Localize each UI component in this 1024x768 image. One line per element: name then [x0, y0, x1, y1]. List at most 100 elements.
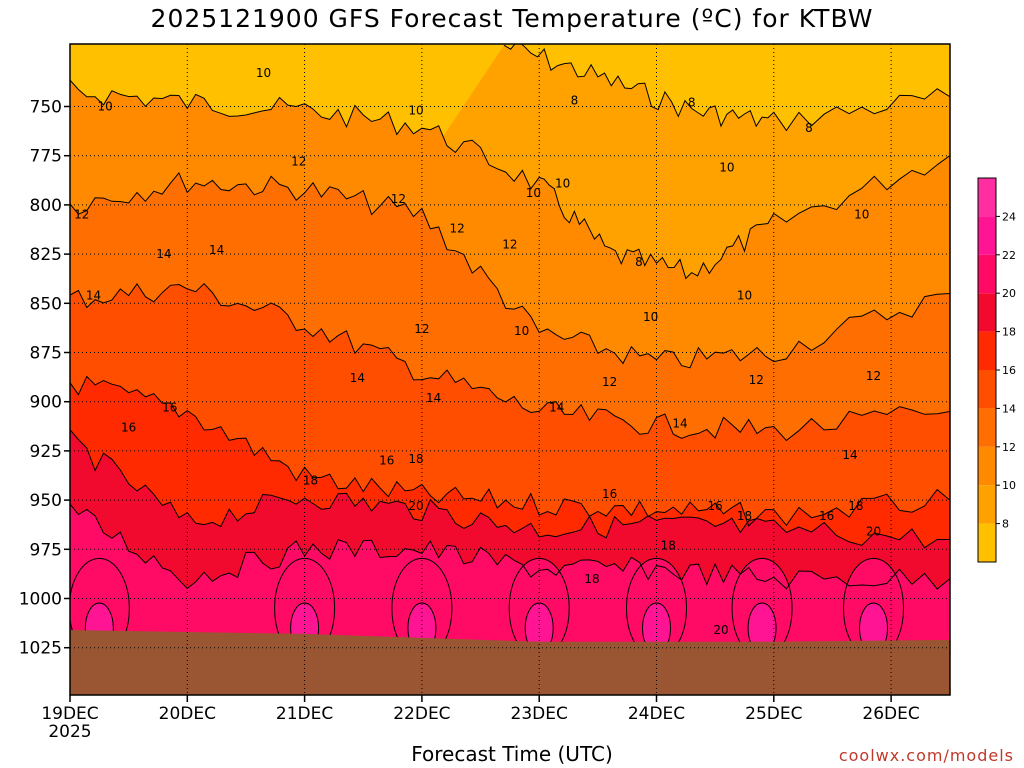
contour-label: 20: [866, 525, 881, 539]
plot-frame: [69, 43, 951, 696]
contour-label: 8: [805, 121, 813, 135]
contour-label: 18: [737, 509, 752, 523]
contour-16: [70, 375, 950, 527]
colorbar-swatch: [978, 331, 996, 370]
y-tick-label: 825: [30, 245, 62, 265]
colorbar-label: 10: [1002, 479, 1016, 492]
contour-label: 10: [737, 288, 752, 302]
colorbar-swatch: [978, 523, 996, 562]
colorbar-label: 22: [1002, 249, 1016, 262]
y-tick-label: 1025: [19, 639, 62, 659]
x-tick-label: 23DEC: [511, 704, 568, 724]
contour-label: 10: [98, 100, 113, 114]
contour-label: 14: [549, 401, 564, 415]
contour-label: 18: [408, 452, 423, 466]
contour-label: 14: [426, 391, 441, 405]
contour-lines: [70, 44, 950, 590]
y-tick-label: 750: [30, 98, 62, 118]
contour-label: 12: [291, 155, 306, 169]
contour-label: 12: [749, 373, 764, 387]
x-tick-label: 22DEC: [393, 704, 450, 724]
x-tick-label: 21DEC: [276, 704, 333, 724]
y-tick-label: 800: [30, 196, 62, 216]
contour-label: 10: [408, 103, 423, 117]
contour-label: 12: [502, 237, 517, 251]
x-tick-label: 24DEC: [628, 704, 685, 724]
contour-10: [70, 79, 950, 280]
credit-link[interactable]: coolwx.com/models: [838, 746, 1014, 765]
contour-label: 14: [672, 416, 687, 430]
colorbar-swatch: [978, 370, 996, 409]
contour-label: 20: [408, 499, 423, 513]
ground-fill: [70, 629, 950, 695]
y-tick-label: 1000: [19, 590, 62, 610]
colorbar-swatch: [978, 446, 996, 486]
contour-label: 10: [854, 208, 869, 222]
colorbar-swatch: [978, 216, 996, 255]
ground-surface: [70, 629, 950, 695]
contour-label: 14: [209, 243, 224, 257]
contour-label: 12: [602, 375, 617, 389]
contour-label: 16: [121, 420, 136, 434]
contour-label: 10: [643, 310, 658, 324]
contour-label: 18: [303, 473, 318, 487]
y-tick-label: 925: [30, 442, 62, 462]
colorbar-label: 14: [1002, 402, 1016, 415]
contour-label: 10: [514, 324, 529, 338]
colorbar-label: 16: [1002, 364, 1016, 377]
contour-label: 12: [391, 192, 406, 206]
contour-label: 12: [74, 208, 89, 222]
contour-label: 12: [449, 222, 464, 236]
colorbar-swatch: [978, 485, 996, 524]
contour-label: 10: [719, 161, 734, 175]
colorbar: 8 10 12 14 16 18 20 22 24: [977, 177, 1016, 563]
y-axis: 750 775 800 825 850 875 900 925 950 975 1000 1025: [19, 98, 70, 659]
colorbar-label: 20: [1002, 287, 1016, 300]
x-tick-label: 19DEC: [41, 704, 98, 724]
contour-12: [70, 171, 950, 369]
y-tick-label: 875: [30, 344, 62, 364]
contour-label: 14: [86, 288, 101, 302]
colorbar-label: 12: [1002, 441, 1016, 454]
y-tick-label: 775: [30, 147, 62, 167]
colorbar-swatch: [978, 408, 996, 447]
contour-label: 8: [571, 94, 579, 108]
contour-label: 14: [842, 448, 857, 462]
contour-label: 14: [350, 371, 365, 385]
contour-label: 10: [526, 186, 541, 200]
colorbar-label: 8: [1002, 518, 1009, 531]
x-tick-label: 20DEC: [159, 704, 216, 724]
contour-label: 16: [162, 401, 177, 415]
colorbar-swatch: [978, 178, 996, 217]
contour-label: 16: [708, 499, 723, 513]
contour-label: 16: [819, 509, 834, 523]
contour-label: 8: [688, 96, 696, 110]
contour-label: 12: [414, 322, 429, 336]
colorbar-swatch: [978, 254, 996, 294]
chart-title: 2025121900 GFS Forecast Temperature (ºC)…: [150, 4, 874, 33]
contour-label: 10: [555, 176, 570, 190]
colorbar-label: 24: [1002, 210, 1016, 223]
contour-label: 16: [602, 487, 617, 501]
y-tick-label: 950: [30, 491, 62, 511]
colorbar-label: 18: [1002, 326, 1016, 339]
contour-label: 12: [866, 369, 881, 383]
x-tick-sublabel: 2025: [48, 722, 91, 742]
x-tick-label: 25DEC: [745, 704, 802, 724]
x-tick-label: 26DEC: [862, 704, 919, 724]
contour-label: 18: [848, 499, 863, 513]
contour-labels: 10 10 10 8 8 8 12 10 10 10 12 12 10 12 12 14 14 8 14 10 10 12…: [74, 66, 881, 637]
x-axis-label: Forecast Time (UTC): [411, 742, 613, 766]
contour-label: 8: [635, 255, 643, 269]
y-tick-label: 975: [30, 540, 62, 560]
contour-label: 14: [156, 247, 171, 261]
contour-label: 18: [584, 572, 599, 586]
colorbar-swatch: [978, 293, 996, 332]
contour-20: [70, 503, 950, 590]
contour-8: [503, 44, 950, 132]
y-tick-label: 900: [30, 393, 62, 413]
contour-14: [70, 282, 950, 442]
temperature-fill-bands: [70, 44, 950, 695]
